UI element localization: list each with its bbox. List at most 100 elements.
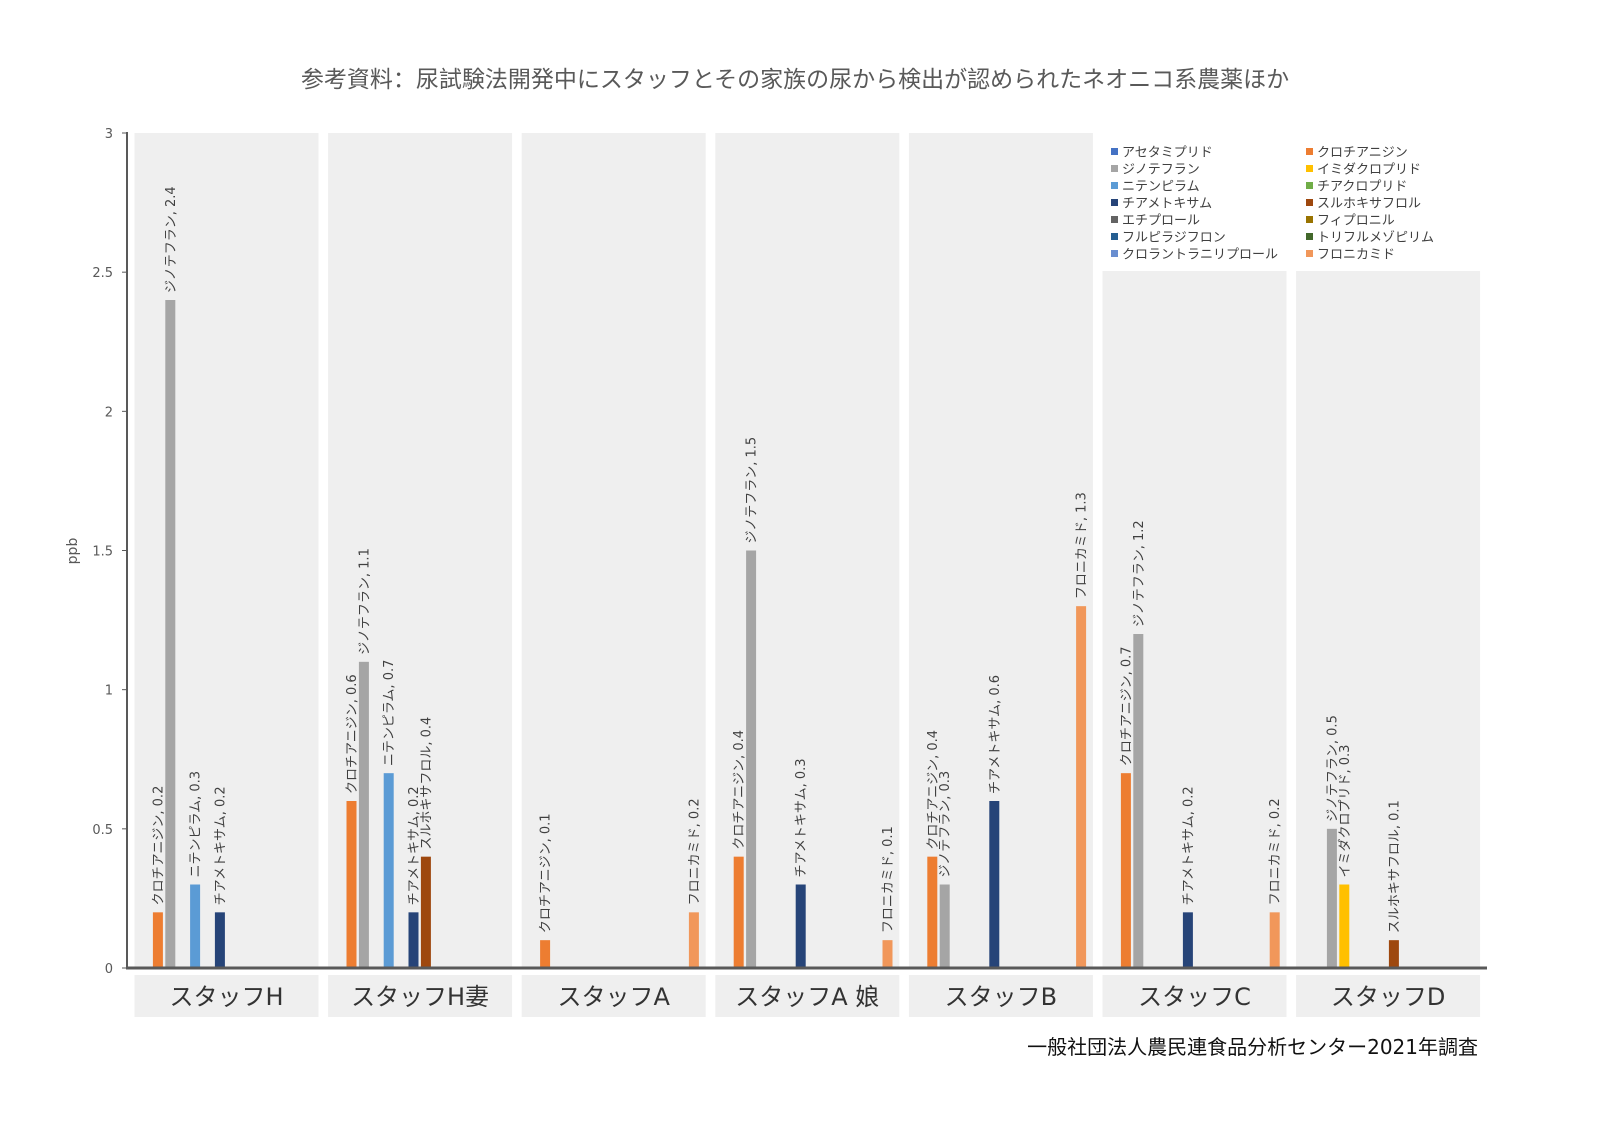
- x-axis-category-label: スタッフC: [1138, 983, 1251, 1011]
- legend-swatch: [1306, 165, 1313, 172]
- bar: [939, 884, 950, 968]
- data-label: クロチアニジン, 0.6: [345, 674, 360, 794]
- bar: [214, 912, 225, 968]
- legend-entry: アセタミプリド: [1111, 146, 1213, 161]
- data-label: チアメトキサム, 0.3: [794, 758, 809, 877]
- legend-swatch: [1111, 250, 1118, 257]
- category-panel: [328, 133, 513, 968]
- data-label: ジノテフラン, 0.5: [1325, 715, 1340, 822]
- data-label: ニテンピラム, 0.7: [382, 660, 397, 767]
- legend-entry: クロラントラニリプロール: [1111, 248, 1278, 263]
- y-tick-label: 3: [105, 127, 113, 142]
- category-panels: [134, 133, 1481, 968]
- bar: [989, 801, 1000, 968]
- category-label-box: [134, 975, 319, 1017]
- legend-label: トリフルメゾピリム: [1317, 231, 1434, 246]
- source-note: 一般社団法人農民連食品分析センター2021年調査: [1027, 1035, 1478, 1059]
- bar: [1388, 940, 1399, 968]
- legend-label: ジノテフラン: [1122, 163, 1200, 178]
- data-labels: クロチアニジン, 0.2 クロチアニジン, 0.6 クロチアニジン, 0.1 クロチア…: [151, 186, 1402, 933]
- data-label: ニテンピラム, 0.3: [189, 771, 204, 878]
- legend-entry: クロチアニジン: [1306, 146, 1408, 161]
- bar: [408, 912, 419, 968]
- y-axis-label: ppb: [65, 538, 81, 565]
- data-label: フロニカミド, 0.2: [687, 798, 702, 905]
- y-tick-label: 0.5: [92, 823, 113, 838]
- legend-entry: チアメトキサム: [1111, 197, 1212, 212]
- legend-label: チアクロプリド: [1317, 180, 1407, 195]
- category-label-box: [328, 975, 513, 1017]
- bar: [346, 801, 357, 968]
- bar: [152, 912, 163, 968]
- bar: [927, 856, 938, 968]
- legend-swatch: [1306, 148, 1313, 155]
- legend-swatch: [1111, 233, 1118, 240]
- category-label-box: [908, 975, 1093, 1017]
- legend-entry: フィプロニル: [1306, 214, 1395, 229]
- legend-label: フィプロニル: [1317, 214, 1395, 229]
- x-axis-category-label: スタッフA 娘: [735, 983, 879, 1011]
- category-label-box: [521, 975, 706, 1017]
- bar: [688, 912, 699, 968]
- bar: [165, 300, 176, 968]
- data-label: フロニカミド, 0.2: [1268, 798, 1283, 905]
- data-label: クロチアニジン, 0.4: [732, 730, 747, 850]
- bar: [1339, 884, 1350, 968]
- data-label: イミダクロプリド, 0.3: [1338, 745, 1353, 878]
- y-tick-label: 0: [105, 962, 113, 977]
- bar: [1326, 828, 1337, 968]
- y-tick-label: 2: [105, 405, 113, 420]
- data-label: チアメトキサム, 0.2: [213, 786, 228, 905]
- data-label: ジノテフラン, 2.4: [164, 186, 179, 293]
- category-panel: [521, 133, 706, 968]
- bar: [1076, 606, 1087, 968]
- bar: [1120, 773, 1131, 968]
- legend-entry: エチプロール: [1111, 214, 1200, 229]
- legend-label: フロニカミド: [1317, 248, 1395, 263]
- legend-swatch: [1306, 250, 1313, 257]
- legend-entry: チアクロプリド: [1306, 180, 1407, 195]
- legend-label: スルホキサフロル: [1317, 197, 1421, 212]
- bar: [1182, 912, 1193, 968]
- x-axis-category-label: スタッフH: [169, 983, 283, 1011]
- bar: [795, 884, 806, 968]
- data-label: チアメトキサム, 0.2: [1181, 786, 1196, 905]
- bar: [733, 856, 744, 968]
- bar: [540, 940, 551, 968]
- data-label: ジノテフラン, 0.3: [938, 771, 953, 878]
- x-axis-categories: スタッフH スタッフH妻 スタッフA スタッフA 娘 スタッフB スタッフC スタッフD: [134, 975, 1481, 1017]
- category-panel: [1296, 271, 1481, 968]
- legend-swatch: [1306, 233, 1313, 240]
- legend-swatch: [1111, 199, 1118, 206]
- category-label-box: [715, 975, 900, 1017]
- data-label: ジノテフラン, 1.5: [745, 437, 760, 544]
- data-label: スルホキサフロル, 0.4: [419, 717, 434, 850]
- legend-entry: ジノテフラン: [1111, 163, 1200, 178]
- data-label: チアメトキサム, 0.6: [988, 675, 1003, 794]
- data-label: ジノテフラン, 1.1: [357, 548, 372, 655]
- bar: [190, 884, 201, 968]
- legend-swatch: [1111, 216, 1118, 223]
- legend-swatch: [1306, 216, 1313, 223]
- category-label-box: [1102, 975, 1287, 1017]
- legend-label: クロラントラニリプロール: [1122, 248, 1278, 263]
- category-panel: [1102, 271, 1287, 968]
- x-axis-category-label: スタッフA: [557, 983, 670, 1011]
- legend-entry: フルピラジフロン: [1111, 231, 1226, 246]
- bar: [383, 773, 394, 968]
- legend-label: アセタミプリド: [1122, 146, 1213, 161]
- legend-label: チアメトキサム: [1122, 197, 1212, 212]
- y-tick-label: 2.5: [92, 266, 113, 281]
- legend-label: イミダクロプリド: [1317, 163, 1421, 178]
- data-label: フロニカミド, 1.3: [1075, 492, 1090, 599]
- category-panel: [908, 133, 1093, 968]
- chart-title: 参考資料：尿試験法開発中にスタッフとその家族の尿から検出が認められたネオニコ系農…: [301, 67, 1289, 93]
- x-axis-category-label: スタッフH妻: [351, 983, 489, 1011]
- category-panel: [134, 133, 319, 968]
- x-axis-category-label: スタッフD: [1331, 983, 1445, 1011]
- y-axis-ticks: 0 0.5 1 1.5 2 2.5 3: [92, 127, 127, 977]
- legend-swatch: [1111, 182, 1118, 189]
- data-label: クロチアニジン, 0.1: [539, 813, 554, 933]
- data-label: クロチアニジン, 0.7: [1119, 646, 1134, 766]
